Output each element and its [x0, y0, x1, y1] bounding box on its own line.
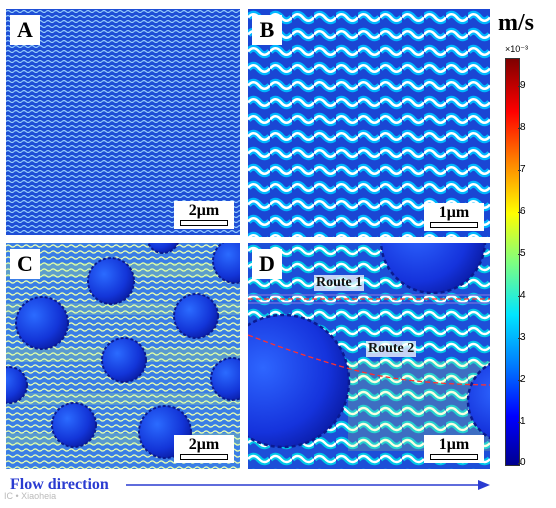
scale-bar-label: 1μm	[438, 436, 470, 453]
scale-bar-label: 2μm	[188, 436, 220, 453]
scale-bar: 1μm	[424, 435, 484, 463]
panel-a: A 2μm	[6, 9, 240, 235]
colorbar-tickmark	[518, 338, 521, 339]
scale-bar-line	[180, 454, 228, 460]
colorbar-tickmark	[518, 296, 521, 297]
colorbar-tickmark	[518, 254, 521, 255]
panel-b: B 1μm	[248, 9, 490, 237]
panel-label: D	[252, 249, 282, 279]
flow-direction-arrow-icon	[126, 480, 490, 490]
scale-bar-line	[430, 454, 478, 460]
panel-c: C 2μm	[6, 243, 240, 469]
panel-d-flow-field	[248, 243, 490, 469]
flow-direction-label: Flow direction	[10, 476, 109, 493]
colorbar-exponent: ×10⁻³	[505, 44, 529, 54]
scale-bar: 2μm	[174, 435, 234, 463]
colorbar-tick: 7	[520, 164, 526, 175]
colorbar-tickmark	[518, 128, 521, 129]
colorbar-tick: 1	[520, 416, 526, 427]
colorbar-tick: 3	[520, 332, 526, 343]
panel-c-flow-field	[6, 243, 240, 469]
panel-a-wave-field	[6, 9, 240, 235]
scale-bar: 2μm	[174, 201, 234, 229]
colorbar-tickmark	[518, 463, 521, 464]
panel-label: B	[252, 15, 282, 45]
colorbar-tick: 2	[520, 374, 526, 385]
panel-d: D Route 1 Route 2 1μm	[248, 243, 490, 469]
route-1-label: Route 1	[314, 275, 365, 291]
scale-bar-line	[180, 220, 228, 226]
route-2-label: Route 2	[366, 341, 417, 357]
colorbar-unit: m/s	[498, 10, 534, 36]
panel-b-wave-field	[248, 9, 490, 237]
colorbar-tick: 0	[520, 457, 526, 468]
colorbar-tickmark	[518, 380, 521, 381]
colorbar-tick: 9	[520, 80, 526, 91]
colorbar-tick: 4	[520, 290, 526, 301]
scale-bar-line	[430, 222, 478, 228]
panel-label: C	[10, 249, 40, 279]
colorbar	[505, 58, 520, 466]
scale-bar: 1μm	[424, 203, 484, 231]
colorbar-tickmark	[518, 212, 521, 213]
route-2-path	[248, 334, 490, 386]
colorbar-tick: 8	[520, 122, 526, 133]
scale-bar-label: 2μm	[188, 202, 220, 219]
colorbar-tickmark	[518, 170, 521, 171]
colorbar-tick: 6	[520, 206, 526, 217]
panel-label: A	[10, 15, 40, 45]
colorbar-tickmark	[518, 422, 521, 423]
colorbar-tick: 5	[520, 248, 526, 259]
scale-bar-label: 1μm	[438, 204, 470, 221]
colorbar-tickmark	[518, 86, 521, 87]
watermark: IC • Xiaoheia	[4, 491, 57, 501]
